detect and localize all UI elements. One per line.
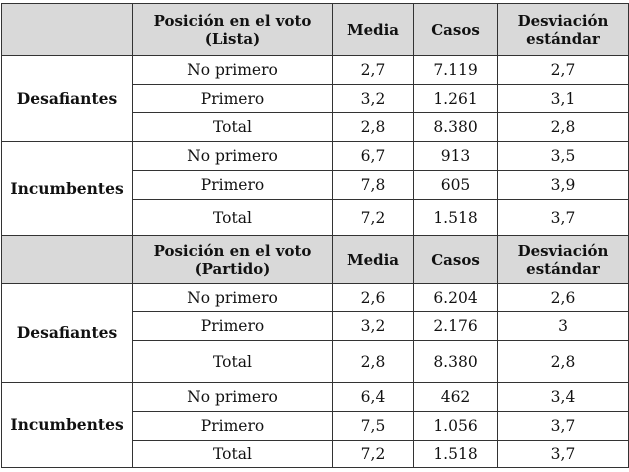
header-desviacion: Desviación estándar (497, 3, 629, 56)
section-header-row: Posición en el voto (Lista) Media Casos … (1, 3, 629, 56)
casos-cell: 8.380 (413, 340, 498, 383)
casos-cell: 6.204 (413, 283, 498, 312)
media-cell: 7,5 (332, 411, 414, 441)
position-cell: Total (132, 340, 333, 383)
position-cell: Total (132, 440, 333, 468)
casos-cell: 1.261 (413, 84, 498, 113)
position-cell: No primero (132, 141, 333, 171)
table-row: Desafiantes No primero 2,6 6.204 2,6 (1, 283, 629, 383)
media-cell: 7,2 (332, 440, 414, 468)
casos-cell: 7.119 (413, 55, 498, 85)
position-cell: Total (132, 112, 333, 142)
media-cell: 3,2 (332, 311, 414, 341)
media-cell: 6,7 (332, 141, 414, 171)
table-row: Total 7,2 1.518 3,7 (2, 199, 629, 236)
header-media: Media (332, 3, 414, 56)
media-cell: 3,2 (332, 84, 414, 113)
position-cell: Total (132, 199, 333, 236)
desviacion-cell: 2,8 (497, 112, 629, 142)
position-cell: Primero (132, 411, 333, 441)
media-cell: 7,2 (332, 199, 414, 236)
desviacion-cell: 3 (497, 311, 629, 341)
casos-cell: 605 (413, 170, 498, 200)
group-label: Incumbentes (1, 382, 133, 468)
header-blank-cell (1, 3, 133, 56)
casos-cell: 1.518 (413, 440, 498, 468)
table-row: Primero 7,8 605 3,9 (2, 170, 629, 200)
desviacion-cell: 2,8 (497, 340, 629, 383)
desviacion-cell: 3,7 (497, 440, 629, 468)
desviacion-cell: 3,7 (497, 411, 629, 441)
desviacion-cell: 3,1 (497, 84, 629, 113)
header-blank-cell (1, 235, 133, 284)
desviacion-cell: 3,9 (497, 170, 629, 200)
media-cell: 2,6 (332, 283, 414, 312)
casos-cell: 913 (413, 141, 498, 171)
casos-cell: 8.380 (413, 112, 498, 142)
media-cell: 6,4 (332, 382, 414, 412)
statistics-table: Posición en el voto (Lista) Media Casos … (1, 3, 629, 468)
group-label: Incumbentes (1, 141, 133, 236)
header-position: Posición en el voto (Partido) (132, 235, 333, 284)
desviacion-cell: 3,5 (497, 141, 629, 171)
desviacion-cell: 3,4 (497, 382, 629, 412)
desviacion-cell: 2,7 (497, 55, 629, 85)
desviacion-cell: 2,6 (497, 283, 629, 312)
table-row: Incumbentes No primero 6,7 913 3,5 (1, 141, 629, 236)
position-cell: Primero (132, 84, 333, 113)
header-casos: Casos (413, 235, 498, 284)
table-row: Primero 3,2 1.261 3,1 (2, 84, 629, 113)
casos-cell: 2.176 (413, 311, 498, 341)
position-cell: No primero (132, 283, 333, 312)
position-cell: Primero (132, 170, 333, 200)
table-row: Desafiantes No primero 2,7 7.119 2,7 (1, 55, 629, 142)
table-row: Incumbentes No primero 6,4 462 3,4 (1, 382, 629, 468)
casos-cell: 1.056 (413, 411, 498, 441)
casos-cell: 462 (413, 382, 498, 412)
desviacion-cell: 3,7 (497, 199, 629, 236)
casos-cell: 1.518 (413, 199, 498, 236)
section-header-row: Posición en el voto (Partido) Media Caso… (1, 235, 629, 284)
position-cell: Primero (132, 311, 333, 341)
group-label: Desafiantes (1, 283, 133, 383)
header-media: Media (332, 235, 414, 284)
media-cell: 2,8 (332, 340, 414, 383)
position-cell: No primero (132, 382, 333, 412)
group-label: Desafiantes (1, 55, 133, 142)
table-row: Primero 3,2 2.176 3 (2, 311, 629, 341)
header-position: Posición en el voto (Lista) (132, 3, 333, 56)
header-casos: Casos (413, 3, 498, 56)
media-cell: 7,8 (332, 170, 414, 200)
position-cell: No primero (132, 55, 333, 85)
media-cell: 2,8 (332, 112, 414, 142)
media-cell: 2,7 (332, 55, 414, 85)
table-row: Total 7,2 1.518 3,7 (2, 440, 629, 468)
header-desviacion: Desviación estándar (497, 235, 629, 284)
table-row: Total 2,8 8.380 2,8 (2, 112, 629, 142)
